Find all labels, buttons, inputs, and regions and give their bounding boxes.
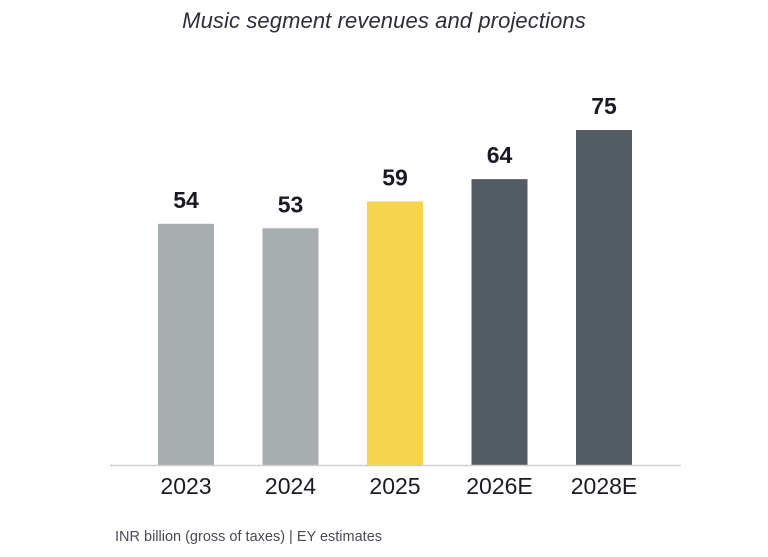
x-tick-label-2028E: 2028E [571,473,638,499]
chart-title: Music segment revenues and projections [182,8,586,33]
x-tick-label-2025: 2025 [369,473,420,499]
x-tick-label-2024: 2024 [265,473,316,499]
value-label-2023: 54 [173,187,199,213]
x-tick-label-2026E: 2026E [466,473,533,499]
bar-2028E [576,130,632,465]
x-tick-label-2023: 2023 [160,473,211,499]
value-label-2025: 59 [382,164,408,190]
chart-source-note: INR billion (gross of taxes) | EY estima… [115,529,383,545]
bar-2026E [471,179,528,465]
value-label-2028E: 75 [591,93,617,119]
bar-2023 [158,223,214,465]
value-label-2024: 53 [278,191,304,217]
value-label-2026E: 64 [487,142,513,168]
bar-2024 [262,228,319,465]
bar-2025 [367,201,423,465]
